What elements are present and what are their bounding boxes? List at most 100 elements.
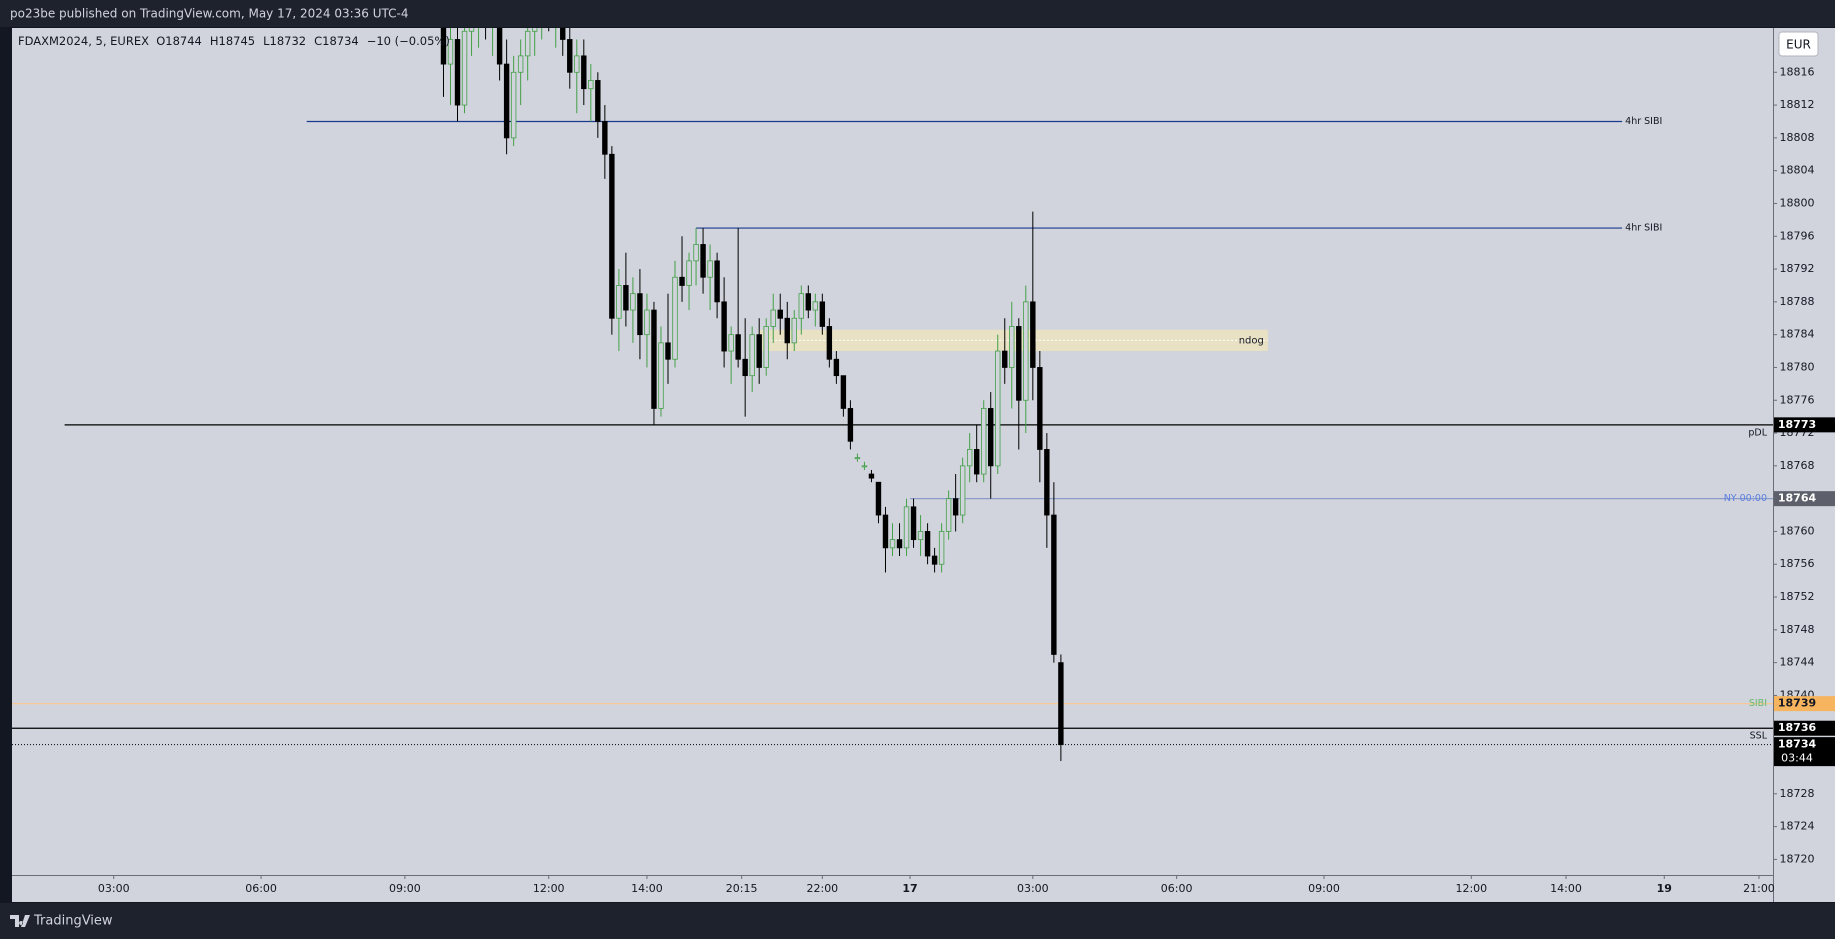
candle-body (637, 293, 643, 336)
candle-body (959, 465, 966, 516)
y-tick-label: 18752 (1780, 590, 1815, 603)
candle-body (531, 28, 538, 32)
y-tick-label: 18812 (1780, 98, 1815, 111)
header-bar (0, 0, 1835, 27)
candle-body (812, 301, 819, 311)
candle-body (784, 317, 790, 344)
candle-body (952, 498, 959, 516)
candle-body (616, 285, 622, 319)
candle-body (917, 531, 924, 541)
candle-body (735, 334, 741, 360)
level-label: 4hr SIBI (1625, 223, 1662, 234)
candle-body (995, 350, 1001, 467)
price-badge-label: 18736 (1778, 721, 1817, 734)
countdown: 03:44 (1781, 752, 1813, 765)
brand-name: TradingView (33, 914, 113, 929)
price-badge (1774, 417, 1835, 433)
candle-body (714, 260, 720, 303)
y-tick-label: 18776 (1780, 393, 1815, 406)
candle-body (966, 449, 973, 467)
level-label: pDL (1748, 427, 1767, 438)
y-tick-label: 18720 (1780, 852, 1815, 865)
candle-body (510, 71, 517, 139)
candle-body (777, 309, 783, 319)
candle-body (756, 334, 762, 368)
y-tick-label: 18788 (1780, 295, 1815, 308)
x-tick-label: 17 (902, 882, 917, 895)
x-tick-label: 19 (1657, 882, 1672, 895)
candle-body (686, 260, 692, 286)
candle-body (609, 153, 615, 319)
candle-body (728, 334, 734, 352)
y-tick-label: 18816 (1780, 65, 1815, 78)
x-tick-label: 12:00 (1455, 882, 1487, 895)
legend-change: −10 (−0.05%) (367, 34, 450, 48)
candle-body (707, 260, 713, 278)
legend-low: L18732 (263, 34, 306, 48)
y-tick-label: 18728 (1780, 787, 1815, 800)
candle-body (924, 531, 931, 557)
candle-body (602, 121, 608, 155)
candle-body (805, 293, 812, 311)
candle-body (840, 375, 847, 409)
price-badge-label: 18739 (1778, 697, 1816, 710)
y-tick-label: 18792 (1780, 262, 1815, 275)
x-tick-label: 12:00 (533, 882, 565, 895)
price-badge (1774, 696, 1835, 712)
candle-body (1051, 514, 1057, 655)
level-label: SIBI (1749, 698, 1767, 709)
candle-body (882, 514, 889, 549)
candle-body (693, 244, 699, 262)
candle-body (798, 293, 804, 319)
candle-body (938, 531, 945, 565)
candle-body (651, 309, 657, 409)
y-tick-label: 18808 (1780, 131, 1815, 144)
y-tick-label: 18784 (1780, 328, 1815, 341)
candle-body (1037, 367, 1043, 450)
legend-close: C18734 (314, 34, 359, 48)
x-tick-label: 22:00 (806, 882, 838, 895)
level-label: NY 00:00 (1724, 493, 1767, 504)
candle-body (763, 326, 769, 368)
x-tick-label: 06:00 (1161, 882, 1193, 895)
candle-body (721, 301, 727, 352)
candle-body (854, 457, 861, 460)
x-tick-label: 09:00 (1308, 882, 1340, 895)
price-badge-label: 18773 (1778, 418, 1816, 431)
candle-body (567, 39, 573, 73)
candle-body (896, 539, 903, 549)
candle-body (1009, 326, 1015, 368)
candle-body (623, 285, 629, 311)
x-tick-label: 21:00 (1743, 882, 1775, 895)
candle-body (496, 28, 503, 65)
x-tick-label: 03:00 (98, 882, 130, 895)
legend-open: O18744 (156, 34, 202, 48)
candle-body (672, 276, 678, 360)
y-tick-label: 18800 (1780, 196, 1815, 209)
x-tick-label: 03:00 (1017, 882, 1049, 895)
candle-body (461, 30, 468, 106)
candle-body (889, 539, 896, 549)
header-text: po23be published on TradingView.com, May… (10, 7, 408, 21)
candle-body (679, 276, 685, 286)
candle-body (1044, 449, 1050, 516)
candle-body (833, 358, 840, 377)
currency-button[interactable] (1778, 31, 1819, 57)
x-tick-label: 09:00 (389, 882, 421, 895)
candle-body (595, 80, 601, 122)
symbol: FDAXM2024, 5, EUREX (18, 34, 149, 48)
price-badge-label: 18764 (1778, 492, 1817, 505)
currency-label[interactable]: EUR (1786, 38, 1811, 52)
candle-body (847, 408, 854, 442)
x-tick-label: 14:00 (631, 882, 663, 895)
y-tick-label: 18804 (1780, 164, 1815, 177)
candle-body (440, 28, 447, 65)
y-tick-label: 18748 (1780, 623, 1815, 636)
plot (12, 28, 1773, 762)
candle-body (868, 473, 875, 479)
y-tick-label: 18724 (1780, 820, 1815, 833)
legend: FDAXM2024, 5, EUREX O18744 H18745 L18732 C18… (18, 34, 450, 48)
candle-body (560, 28, 566, 40)
y-tick-label: 18796 (1780, 229, 1815, 242)
